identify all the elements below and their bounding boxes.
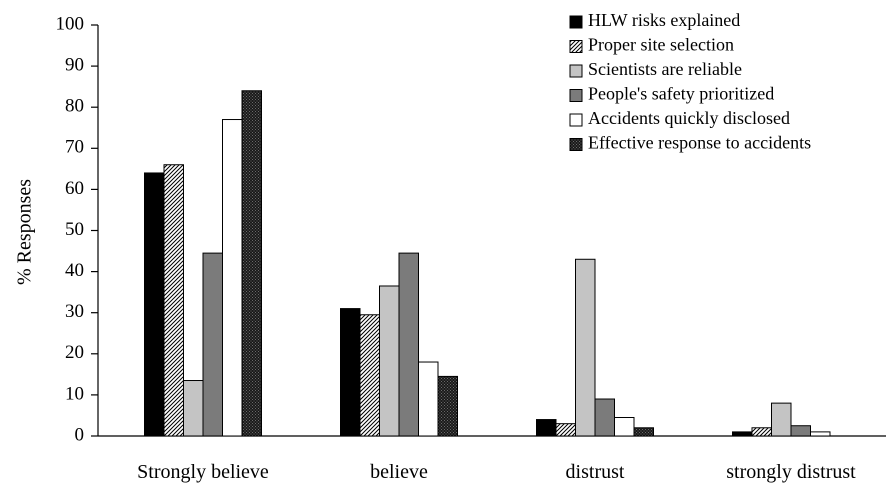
legend-swatch xyxy=(569,40,583,53)
legend-swatch xyxy=(569,64,583,78)
bar-diagonal-hatch-1 xyxy=(359,314,380,437)
bar-dark-gray-2 xyxy=(594,398,615,437)
y-axis-ticks: 0 10 20 30 40 50 60 70 80 90 100 xyxy=(56,13,98,445)
legend-swatch xyxy=(569,113,583,127)
x-axis-category-labels: Strongly believe believe distrust strongly … xyxy=(137,461,856,483)
bar-solid-black-2 xyxy=(536,419,557,437)
legend-swatch xyxy=(569,15,583,29)
bar-light-gray-3 xyxy=(771,402,792,437)
bar-solid-black-1 xyxy=(340,308,361,437)
y-axis-title: % Responses xyxy=(14,179,36,285)
x-category-label: strongly distrust xyxy=(726,461,856,483)
bar-dark-gray-3 xyxy=(790,425,811,437)
y-tick-label: 20 xyxy=(65,342,84,363)
bar-light-gray-1 xyxy=(379,285,400,437)
legend-label: Accidents quickly disclosed xyxy=(588,108,790,128)
plot-area: 0 10 20 30 40 50 60 70 80 90 100 Strongly believe b… xyxy=(56,13,886,483)
bar-white-1 xyxy=(418,361,439,437)
legend-label: Scientists are reliable xyxy=(588,59,742,79)
legend-label: HLW risks explained xyxy=(588,10,740,30)
legend-label: Proper site selection xyxy=(588,35,734,55)
bar-white-3 xyxy=(810,431,831,437)
x-category-label: believe xyxy=(370,461,428,483)
y-tick-label: 100 xyxy=(56,13,85,34)
y-tick-label: 70 xyxy=(65,137,84,158)
bar-dense-dark-0 xyxy=(241,90,262,437)
x-category-label: distrust xyxy=(566,461,625,483)
y-tick-label: 90 xyxy=(65,54,84,75)
bar-diagonal-hatch-0 xyxy=(163,164,184,437)
y-tick-label: 10 xyxy=(65,383,84,404)
bar-dark-gray-0 xyxy=(202,252,223,437)
bar-series-group xyxy=(144,90,831,437)
y-tick-label: 0 xyxy=(75,424,85,445)
bar-diagonal-hatch-2 xyxy=(555,423,576,437)
bar-dark-gray-1 xyxy=(398,252,419,437)
legend-swatch xyxy=(569,138,583,151)
legend-swatch xyxy=(569,89,583,102)
legend-label: People's safety prioritized xyxy=(588,84,774,104)
y-tick-label: 40 xyxy=(65,260,84,281)
bar-diagonal-hatch-3 xyxy=(751,427,772,437)
bar-dense-dark-1 xyxy=(437,375,458,437)
bar-light-gray-2 xyxy=(575,258,596,437)
y-tick-label: 30 xyxy=(65,301,84,322)
legend-label: Effective response to accidents xyxy=(588,133,811,153)
bar-white-2 xyxy=(614,417,635,437)
x-category-label: Strongly believe xyxy=(137,461,269,483)
bar-light-gray-0 xyxy=(183,380,204,437)
y-tick-label: 80 xyxy=(65,96,84,117)
bar-solid-black-0 xyxy=(144,172,165,437)
bar-dense-dark-2 xyxy=(633,427,654,437)
y-tick-label: 60 xyxy=(65,178,84,199)
legend: HLW risks explained Proper site selection… xyxy=(569,10,811,153)
bar-solid-black-3 xyxy=(732,431,753,437)
bar-white-0 xyxy=(222,119,243,437)
y-tick-label: 50 xyxy=(65,219,84,240)
